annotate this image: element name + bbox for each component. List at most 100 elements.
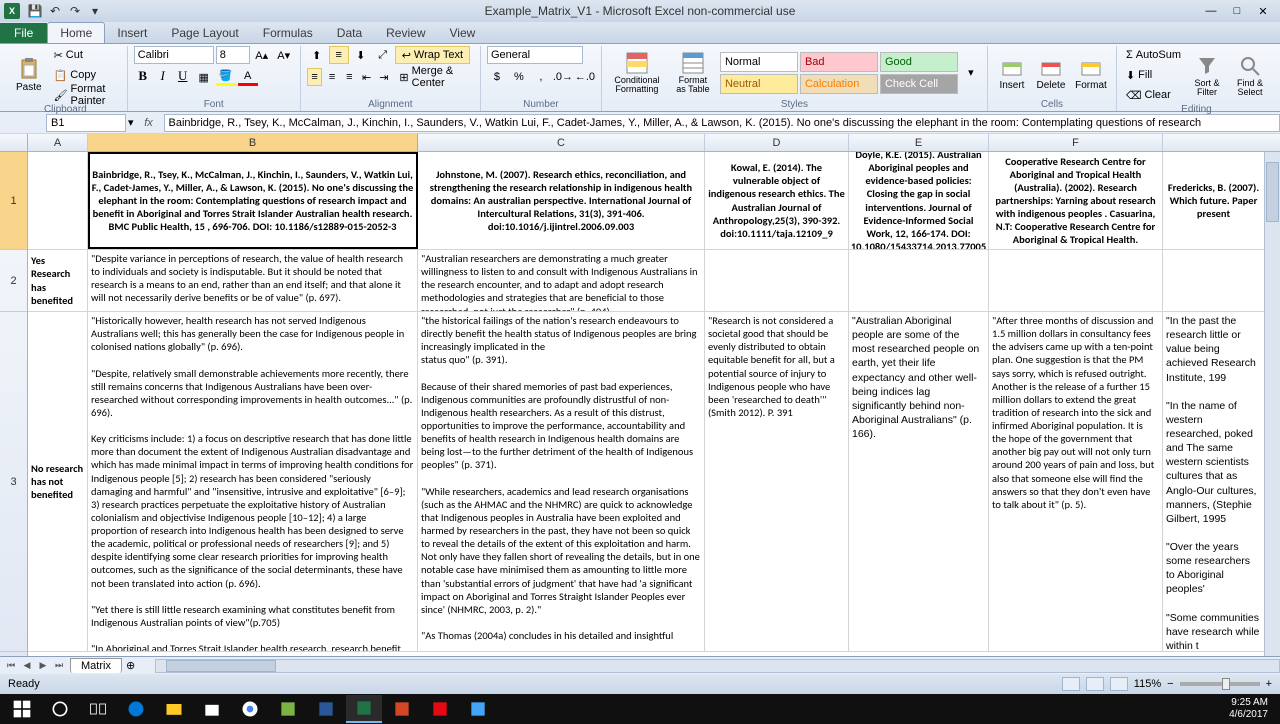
cell-g3[interactable]: "In the past the research little or valu… xyxy=(1163,312,1265,651)
col-header-b[interactable]: B xyxy=(88,134,418,151)
find-select-button[interactable]: Find & Select xyxy=(1230,52,1270,99)
close-button[interactable]: ✕ xyxy=(1250,2,1276,20)
format-cells-button[interactable]: Format xyxy=(1072,53,1110,93)
paste-button[interactable]: Paste xyxy=(10,55,48,95)
merge-center-button[interactable]: ⊞Merge & Center xyxy=(393,68,474,86)
cell-e1[interactable]: Doyle, K.E. (2015). Australian Aborigina… xyxy=(849,152,989,249)
tab-insert[interactable]: Insert xyxy=(105,23,159,43)
styles-more-icon[interactable]: ▾ xyxy=(961,64,981,82)
delete-cells-button[interactable]: Delete xyxy=(1033,53,1069,93)
view-page-break-icon[interactable] xyxy=(1110,677,1128,691)
minimize-button[interactable]: — xyxy=(1198,2,1224,20)
style-neutral[interactable]: Neutral xyxy=(720,74,798,94)
chrome-icon[interactable] xyxy=(232,695,268,723)
col-header-e[interactable]: E xyxy=(849,134,989,151)
cell-e3[interactable]: "Australian Aboriginal people are some o… xyxy=(849,312,989,651)
cell-d3[interactable]: "Research is not considered a societal g… xyxy=(705,312,849,651)
autosum-button[interactable]: ΣAutoSum xyxy=(1123,46,1184,64)
cell-f3[interactable]: "After three months of discussion and 1.… xyxy=(989,312,1163,651)
align-middle-icon[interactable]: ≡ xyxy=(329,46,349,64)
col-header-d[interactable]: D xyxy=(705,134,849,151)
formula-input[interactable]: Bainbridge, R., Tsey, K., McCalman, J., … xyxy=(164,114,1280,132)
view-normal-icon[interactable] xyxy=(1062,677,1080,691)
file-explorer-icon[interactable] xyxy=(156,695,192,723)
excel-taskbar-icon[interactable] xyxy=(346,695,382,723)
vscroll-thumb[interactable] xyxy=(1266,162,1279,222)
align-bottom-icon[interactable]: ⬇ xyxy=(351,46,371,64)
copy-button[interactable]: 📋Copy xyxy=(51,66,121,84)
cell-c1[interactable]: Johnstone, M. (2007). Research ethics, r… xyxy=(418,152,705,249)
style-check-cell[interactable]: Check Cell xyxy=(880,74,958,94)
tab-review[interactable]: Review xyxy=(374,23,437,43)
col-header-f[interactable]: F xyxy=(989,134,1163,151)
align-left-icon[interactable]: ≡ xyxy=(307,68,323,86)
sheet-nav-prev-icon[interactable]: ◀ xyxy=(20,660,34,671)
font-size-combo[interactable]: 8 xyxy=(216,46,250,64)
tab-view[interactable]: View xyxy=(438,23,488,43)
qat-more-icon[interactable]: ▾ xyxy=(86,2,104,20)
inc-decimal-icon[interactable]: .0→ xyxy=(553,68,573,86)
app-icon-2[interactable] xyxy=(422,695,458,723)
style-calculation[interactable]: Calculation xyxy=(800,74,878,94)
tab-data[interactable]: Data xyxy=(325,23,374,43)
sheet-nav-last-icon[interactable]: ⏭ xyxy=(52,660,66,671)
border-icon[interactable]: ▦ xyxy=(194,68,214,86)
cell-g2[interactable] xyxy=(1163,250,1265,311)
format-painter-button[interactable]: 🖌Format Painter xyxy=(51,86,121,104)
cell-g1[interactable]: Fredericks, B. (2007). Which future. Pap… xyxy=(1163,152,1265,249)
horizontal-scrollbar[interactable] xyxy=(155,659,1280,673)
cortana-icon[interactable] xyxy=(42,695,78,723)
indent-dec-icon[interactable]: ⇤ xyxy=(359,68,374,86)
align-center-icon[interactable]: ≡ xyxy=(324,68,339,86)
cell-b2[interactable]: "Despite variance in perceptions of rese… xyxy=(88,250,418,311)
underline-button[interactable]: U xyxy=(174,68,192,86)
powerpoint-icon[interactable] xyxy=(384,695,420,723)
app-icon-3[interactable] xyxy=(460,695,496,723)
tab-home[interactable]: Home xyxy=(47,22,105,43)
cut-button[interactable]: ✂Cut xyxy=(51,46,121,64)
fill-color-icon[interactable]: 🪣 xyxy=(216,68,236,86)
app-icon-1[interactable] xyxy=(270,695,306,723)
font-color-icon[interactable]: A xyxy=(238,68,258,86)
file-tab[interactable]: File xyxy=(0,23,47,43)
orientation-icon[interactable]: ⤢ xyxy=(373,46,393,64)
cell-b3[interactable]: "Historically however, health research h… xyxy=(88,312,418,651)
indent-inc-icon[interactable]: ⇥ xyxy=(376,68,391,86)
percent-icon[interactable]: % xyxy=(509,68,529,86)
col-header-a[interactable]: A xyxy=(28,134,88,151)
cell-a1[interactable] xyxy=(28,152,88,249)
zoom-thumb[interactable] xyxy=(1222,678,1230,690)
align-right-icon[interactable]: ≡ xyxy=(342,68,357,86)
tab-page-layout[interactable]: Page Layout xyxy=(159,23,250,43)
name-box[interactable]: B1 xyxy=(46,114,126,132)
maximize-button[interactable]: □ xyxy=(1224,2,1250,20)
cell-f2[interactable] xyxy=(989,250,1163,311)
view-page-layout-icon[interactable] xyxy=(1086,677,1104,691)
redo-icon[interactable]: ↷ xyxy=(66,2,84,20)
tab-formulas[interactable]: Formulas xyxy=(251,23,325,43)
align-top-icon[interactable]: ⬆ xyxy=(307,46,327,64)
word-icon[interactable] xyxy=(308,695,344,723)
cell-a3[interactable]: No research has not benefited xyxy=(28,312,88,651)
cell-a2[interactable]: Yes Research has benefited xyxy=(28,250,88,311)
dec-decimal-icon[interactable]: ←.0 xyxy=(575,68,595,86)
save-icon[interactable]: 💾 xyxy=(26,2,44,20)
sort-filter-button[interactable]: Sort & Filter xyxy=(1187,52,1227,99)
sheet-nav-next-icon[interactable]: ▶ xyxy=(36,660,50,671)
comma-icon[interactable]: , xyxy=(531,68,551,86)
italic-button[interactable]: I xyxy=(154,68,172,86)
format-as-table-button[interactable]: Format as Table xyxy=(669,49,717,96)
fx-icon[interactable]: fx xyxy=(134,117,164,129)
new-sheet-icon[interactable]: ⊕ xyxy=(126,659,135,672)
font-name-combo[interactable]: Calibri xyxy=(134,46,214,64)
style-bad[interactable]: Bad xyxy=(800,52,878,72)
cell-c2[interactable]: "Australian researchers are demonstratin… xyxy=(418,250,705,311)
edge-icon[interactable] xyxy=(118,695,154,723)
undo-icon[interactable]: ↶ xyxy=(46,2,64,20)
vertical-scrollbar[interactable] xyxy=(1264,152,1280,656)
style-good[interactable]: Good xyxy=(880,52,958,72)
row-header-2[interactable]: 2 xyxy=(0,250,27,312)
select-all-corner[interactable] xyxy=(0,134,28,151)
sheet-tab-matrix[interactable]: Matrix xyxy=(70,658,122,673)
cell-e2[interactable] xyxy=(849,250,989,311)
